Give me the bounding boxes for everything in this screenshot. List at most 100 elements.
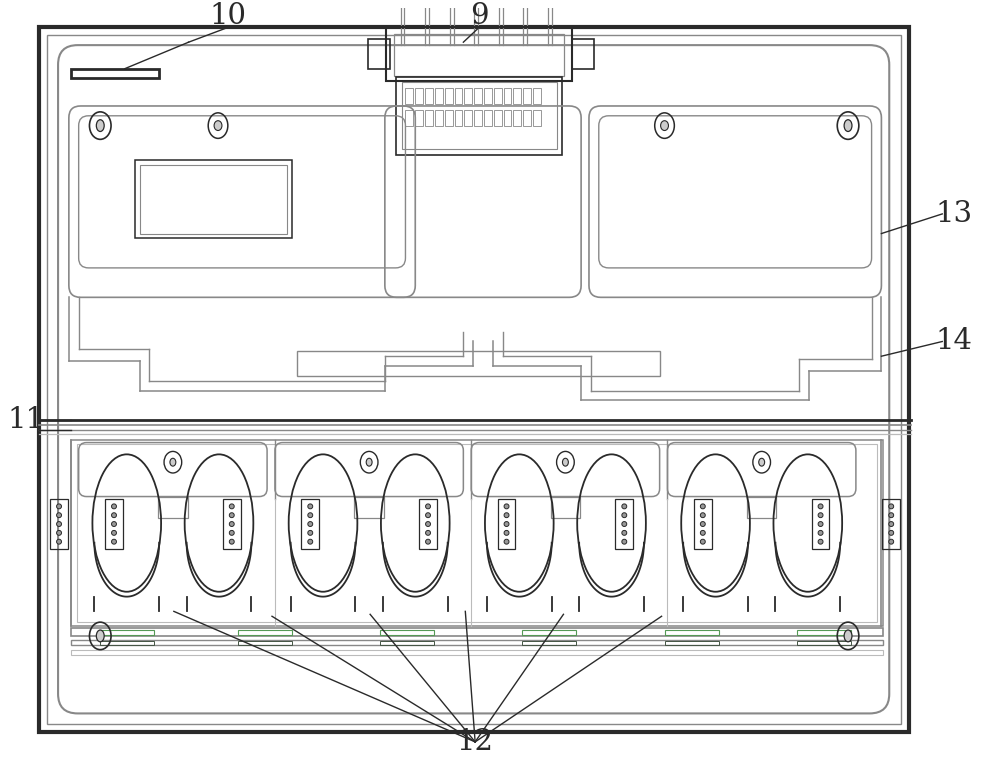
Ellipse shape <box>504 512 509 518</box>
Bar <box>394 34 564 76</box>
Text: 11: 11 <box>7 406 44 434</box>
Bar <box>484 89 492 104</box>
Ellipse shape <box>889 539 894 544</box>
Bar <box>354 496 384 518</box>
Ellipse shape <box>170 459 176 466</box>
Bar <box>71 440 883 626</box>
Ellipse shape <box>308 512 313 518</box>
Ellipse shape <box>818 539 823 544</box>
Ellipse shape <box>366 459 372 466</box>
Bar <box>474 110 482 126</box>
Bar <box>665 641 719 645</box>
Ellipse shape <box>229 539 234 544</box>
Ellipse shape <box>229 531 234 535</box>
Bar <box>405 89 413 104</box>
Text: 13: 13 <box>935 200 973 228</box>
Ellipse shape <box>308 522 313 527</box>
Bar <box>105 500 123 549</box>
Text: 9: 9 <box>470 2 488 30</box>
Bar <box>71 628 883 636</box>
Bar <box>494 89 502 104</box>
Bar <box>396 77 562 155</box>
Ellipse shape <box>426 522 430 527</box>
Bar <box>694 500 712 549</box>
Ellipse shape <box>426 512 430 518</box>
Ellipse shape <box>700 512 705 518</box>
Bar <box>238 641 292 645</box>
Bar <box>797 641 851 645</box>
Bar <box>513 110 521 126</box>
Ellipse shape <box>112 504 116 509</box>
Bar <box>135 160 292 239</box>
Bar <box>464 110 472 126</box>
Ellipse shape <box>504 522 509 527</box>
Bar <box>474 89 482 104</box>
Ellipse shape <box>308 504 313 509</box>
Ellipse shape <box>818 522 823 527</box>
Ellipse shape <box>57 512 61 518</box>
Ellipse shape <box>700 504 705 509</box>
Ellipse shape <box>818 531 823 535</box>
Bar <box>615 500 633 549</box>
Bar <box>425 89 433 104</box>
Ellipse shape <box>96 120 104 131</box>
Bar <box>665 630 719 635</box>
Ellipse shape <box>112 539 116 544</box>
Ellipse shape <box>57 539 61 544</box>
Ellipse shape <box>229 512 234 518</box>
Bar <box>301 500 319 549</box>
Bar <box>445 110 453 126</box>
Ellipse shape <box>622 539 627 544</box>
Bar <box>551 496 580 518</box>
Bar <box>882 500 900 549</box>
Ellipse shape <box>112 512 116 518</box>
Ellipse shape <box>112 522 116 527</box>
Ellipse shape <box>308 531 313 535</box>
Ellipse shape <box>700 539 705 544</box>
Ellipse shape <box>426 539 430 544</box>
Ellipse shape <box>308 539 313 544</box>
Bar <box>368 39 390 69</box>
Ellipse shape <box>96 630 104 642</box>
Bar <box>297 351 660 376</box>
Bar <box>435 89 443 104</box>
Bar <box>455 110 462 126</box>
Bar <box>445 89 453 104</box>
Bar <box>223 500 241 549</box>
Ellipse shape <box>622 504 627 509</box>
Bar <box>533 89 541 104</box>
Bar <box>812 500 829 549</box>
Bar <box>140 164 287 233</box>
Bar <box>513 89 521 104</box>
Bar <box>747 496 776 518</box>
Text: 12: 12 <box>457 728 494 756</box>
Bar <box>533 110 541 126</box>
Ellipse shape <box>504 539 509 544</box>
Bar <box>484 110 492 126</box>
Bar <box>572 39 594 69</box>
Bar <box>405 110 413 126</box>
Bar <box>522 630 576 635</box>
Bar <box>402 83 557 149</box>
Bar <box>71 69 159 79</box>
Text: 14: 14 <box>936 327 973 356</box>
Ellipse shape <box>57 522 61 527</box>
Text: 10: 10 <box>209 2 246 30</box>
Ellipse shape <box>426 531 430 535</box>
Bar <box>39 27 909 732</box>
Ellipse shape <box>700 531 705 535</box>
Bar <box>523 89 531 104</box>
Ellipse shape <box>889 512 894 518</box>
Ellipse shape <box>229 522 234 527</box>
Ellipse shape <box>818 504 823 509</box>
Bar <box>523 110 531 126</box>
Bar <box>797 630 851 635</box>
Ellipse shape <box>889 522 894 527</box>
Bar <box>415 89 423 104</box>
Ellipse shape <box>562 459 568 466</box>
Ellipse shape <box>889 531 894 535</box>
Bar <box>71 640 883 645</box>
Bar <box>455 89 462 104</box>
Bar <box>71 650 883 655</box>
Bar <box>419 500 437 549</box>
